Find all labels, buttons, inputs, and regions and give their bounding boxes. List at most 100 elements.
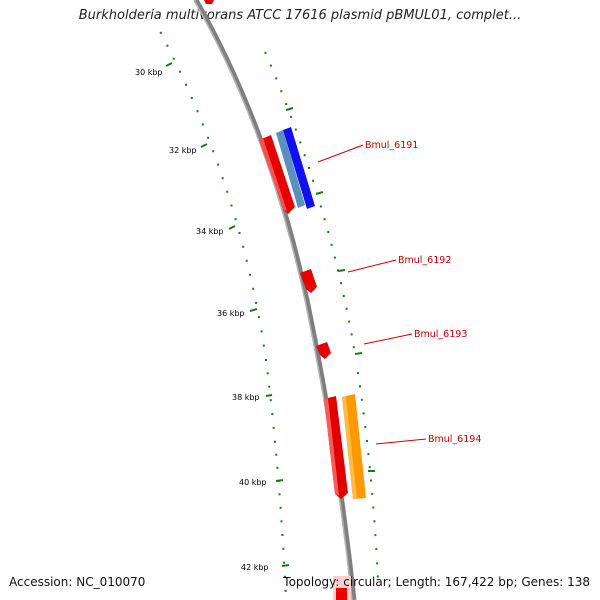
tick-label-34kbp: 34 kbp bbox=[196, 227, 224, 236]
scale-dot bbox=[345, 307, 348, 310]
scale-dot bbox=[359, 385, 361, 388]
scale-dot bbox=[207, 136, 210, 139]
gene-bmul6192[interactable] bbox=[300, 269, 317, 293]
gene-bmul6191-blue[interactable] bbox=[283, 127, 315, 209]
tick-38kbp bbox=[265, 394, 273, 397]
plasmid-backbone bbox=[193, 0, 357, 600]
tick-right-4 bbox=[354, 352, 363, 355]
scale-dot bbox=[249, 273, 252, 276]
gene-partial-top[interactable] bbox=[204, 0, 214, 4]
tick-30kbp bbox=[165, 62, 173, 67]
scale-dot bbox=[368, 466, 371, 469]
scale-dot bbox=[280, 520, 283, 523]
scale-dot bbox=[166, 44, 169, 47]
scale-dot bbox=[226, 190, 229, 193]
scale-dot bbox=[374, 534, 377, 537]
scale-dot bbox=[357, 372, 359, 375]
scale-dot bbox=[376, 575, 379, 578]
tick-label-42kbp: 42 kbp bbox=[241, 563, 269, 572]
scale-dot bbox=[330, 243, 333, 246]
scale-dot bbox=[372, 506, 375, 509]
scale-dot bbox=[179, 70, 181, 73]
gene-label-bmul6191[interactable]: Bmul_6191 bbox=[365, 140, 418, 151]
gene-bmul6191-steelblue[interactable] bbox=[276, 130, 305, 208]
scale-dot bbox=[185, 83, 187, 86]
scale-dot bbox=[367, 453, 370, 456]
gene-bmul6194-red-shade bbox=[324, 398, 339, 496]
scale-dot bbox=[217, 163, 220, 166]
scale-dot bbox=[370, 479, 372, 482]
tick-34kbp bbox=[228, 225, 236, 230]
scale-dot bbox=[269, 64, 272, 67]
scale-dot bbox=[340, 282, 342, 285]
tick-36kbp bbox=[249, 308, 258, 312]
scale-dot bbox=[242, 245, 245, 248]
tick-right-1 bbox=[285, 107, 294, 111]
tick-label-36kbp: 36 kbp bbox=[217, 309, 245, 318]
scale-dot bbox=[279, 506, 282, 509]
scale-dot bbox=[284, 589, 287, 592]
gene-features[interactable] bbox=[204, 0, 366, 600]
plasmid-backbone-highlight bbox=[193, 0, 353, 600]
scale-dot bbox=[221, 177, 224, 180]
tick-right-2 bbox=[315, 191, 324, 195]
scale-dot bbox=[281, 534, 284, 536]
scale-dot bbox=[327, 231, 330, 233]
gene-bmul6193[interactable] bbox=[316, 342, 331, 359]
scale-dot bbox=[257, 316, 260, 319]
scale-dot bbox=[255, 301, 258, 304]
gene-label-bmul6193[interactable]: Bmul_6193 bbox=[414, 329, 467, 340]
scale-dot bbox=[342, 295, 345, 297]
scale-dot bbox=[265, 359, 267, 361]
map-title: Burkholderia multivorans ATCC 17616 plas… bbox=[78, 8, 522, 23]
scale-dot bbox=[260, 330, 263, 333]
tick-32kbp bbox=[200, 143, 208, 148]
scale-dot bbox=[283, 561, 286, 564]
scale-dot bbox=[323, 218, 326, 221]
scale-dot bbox=[283, 575, 286, 578]
scale-dot bbox=[245, 259, 248, 262]
scale-dot bbox=[172, 57, 175, 60]
scale-dot bbox=[238, 232, 241, 234]
scale-dot bbox=[299, 141, 302, 144]
accession-label: Accession: NC_010070 bbox=[9, 575, 146, 589]
scale-dot bbox=[230, 204, 233, 207]
scale-dot bbox=[262, 344, 265, 347]
scale-dot bbox=[275, 453, 278, 456]
scale-dot bbox=[350, 333, 353, 336]
tick-right-3 bbox=[337, 269, 346, 272]
scale-dot bbox=[272, 426, 275, 429]
topology-summary: Topology: circular; Length: 167,422 bp; … bbox=[283, 575, 590, 589]
scale-dot bbox=[271, 413, 274, 415]
scale-dot bbox=[282, 547, 285, 550]
scale-dot bbox=[159, 31, 162, 34]
scale-dot bbox=[308, 167, 310, 169]
scale-dot bbox=[366, 440, 368, 442]
tick-label-38kbp: 38 kbp bbox=[232, 393, 260, 402]
scale-dot bbox=[333, 256, 336, 259]
scale-dot bbox=[348, 320, 351, 323]
tick-label-40kbp: 40 kbp bbox=[239, 478, 267, 487]
gene-label-bmul6192[interactable]: Bmul_6192 bbox=[398, 255, 451, 266]
scale-dot-track-right bbox=[264, 51, 379, 578]
gene-bmul6194-orange-edge bbox=[342, 396, 357, 499]
scale-dot bbox=[375, 548, 378, 551]
tick-40kbp bbox=[275, 479, 284, 482]
scale-dot bbox=[280, 90, 283, 93]
tick-42kbp bbox=[281, 564, 290, 567]
scale-dot bbox=[212, 150, 215, 153]
scale-dot bbox=[303, 154, 306, 157]
scale-dot bbox=[352, 346, 355, 349]
scale-dot bbox=[269, 399, 272, 402]
gene-partial-bottom-red[interactable] bbox=[336, 588, 347, 600]
gene-label-connectors bbox=[317, 144, 427, 445]
scale-dot bbox=[234, 218, 237, 221]
scale-dot bbox=[276, 466, 279, 469]
scale-dot bbox=[376, 562, 379, 565]
scale-dot bbox=[290, 115, 293, 118]
tick-label-30kbp: 30 kbp bbox=[135, 68, 163, 77]
gene-label-bmul6194[interactable]: Bmul_6194 bbox=[428, 434, 481, 445]
scale-dot bbox=[268, 385, 271, 388]
scale-dot bbox=[201, 123, 204, 126]
